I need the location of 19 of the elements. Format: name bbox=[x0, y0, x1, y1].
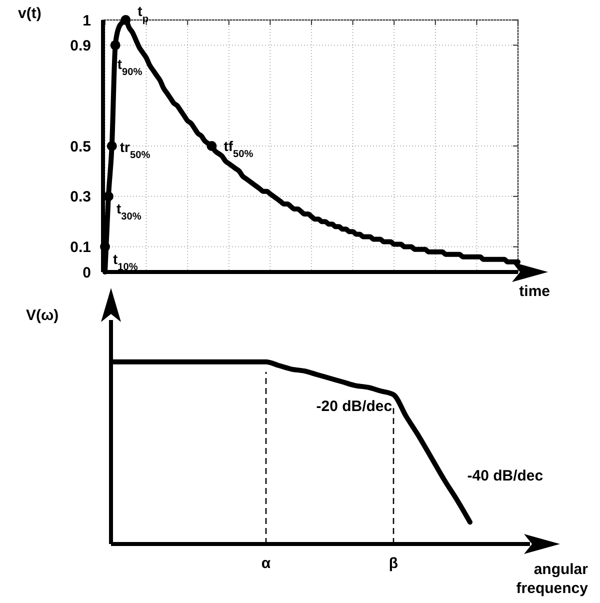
y-tick-label: 1 bbox=[82, 12, 91, 30]
y-tick-label: 0.9 bbox=[70, 37, 91, 54]
y-axis-title: V(ω) bbox=[26, 307, 59, 324]
annotation: tr$_{50%}$ bbox=[120, 139, 150, 160]
annotation: t$_{10%}$ bbox=[113, 250, 138, 272]
annotation: t$_{90%}$ bbox=[117, 56, 142, 78]
y-tick-label: 0.1 bbox=[70, 239, 91, 256]
annotation: -40 dB/dec bbox=[467, 467, 544, 484]
y-tick-label: 0 bbox=[82, 264, 91, 282]
x-tick-label: β bbox=[388, 555, 398, 572]
y-tick-label: 0.5 bbox=[70, 138, 91, 156]
annotation: tf$_{50%}$ bbox=[224, 138, 254, 160]
y-tick-label: 0.3 bbox=[70, 188, 91, 206]
annotation: t$_{30%}$ bbox=[116, 200, 142, 222]
x-axis-title: time bbox=[519, 283, 550, 300]
x-tick-label: α bbox=[261, 555, 272, 572]
annotation: -20 dB/dec bbox=[316, 398, 392, 415]
y-axis-title: v(t) bbox=[18, 5, 42, 22]
x-axis-title: angular frequency bbox=[516, 561, 589, 597]
